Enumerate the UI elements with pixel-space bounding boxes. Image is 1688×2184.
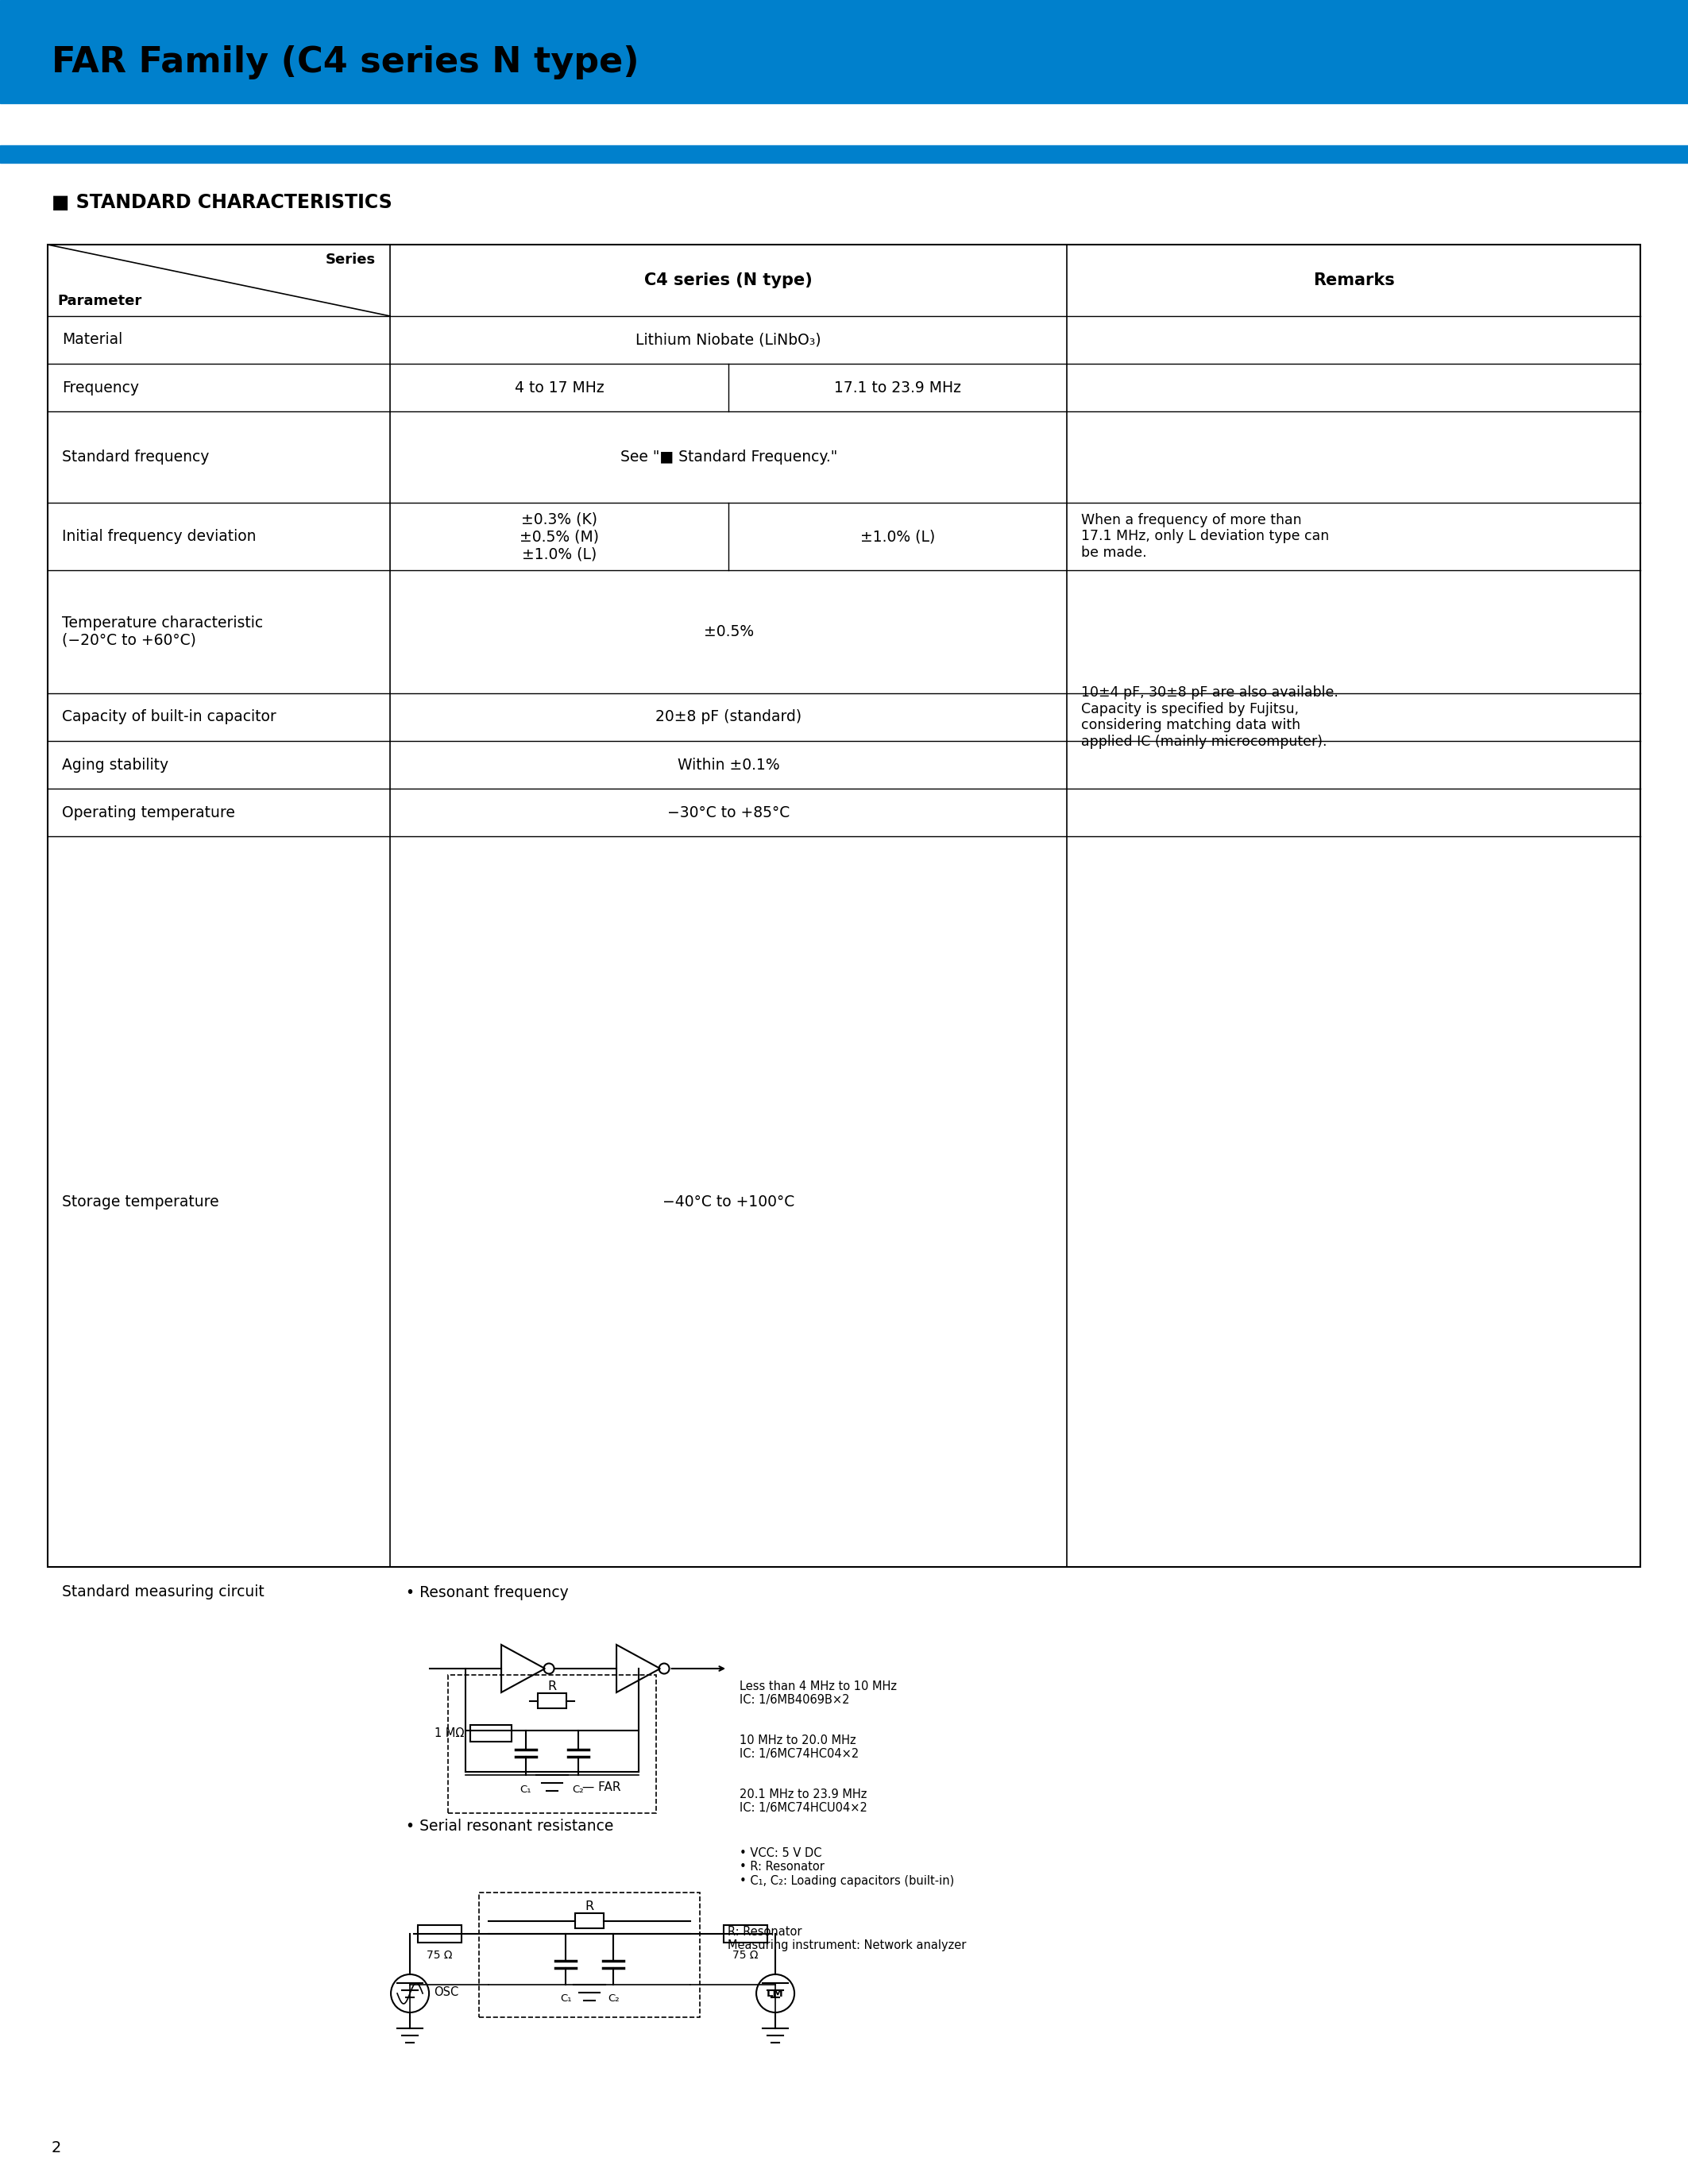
Text: 75 Ω: 75 Ω bbox=[427, 1950, 452, 1961]
Text: −40°C to +100°C: −40°C to +100°C bbox=[662, 1195, 795, 1210]
Text: 75 Ω: 75 Ω bbox=[733, 1950, 758, 1961]
Text: Aging stability: Aging stability bbox=[62, 758, 169, 773]
Text: −30°C to +85°C: −30°C to +85°C bbox=[667, 806, 790, 819]
Text: Operating temperature: Operating temperature bbox=[62, 806, 235, 819]
Text: 10±4 pF, 30±8 pF are also available.
Capacity is specified by Fujitsu,
consideri: 10±4 pF, 30±8 pF are also available. Cap… bbox=[1082, 686, 1339, 749]
Bar bbox=[0, 0, 1688, 103]
Text: • Resonant frequency: • Resonant frequency bbox=[407, 1586, 569, 1601]
Text: • Serial resonant resistance: • Serial resonant resistance bbox=[407, 1819, 614, 1835]
Text: 1 MΩ: 1 MΩ bbox=[434, 1728, 464, 1738]
Text: • VCC: 5 V DC
• R: Resonator
• C₁, C₂: Loading capacitors (built-in): • VCC: 5 V DC • R: Resonator • C₁, C₂: L… bbox=[739, 1848, 954, 1887]
Text: 2: 2 bbox=[52, 2140, 61, 2156]
Text: 17.1 to 23.9 MHz: 17.1 to 23.9 MHz bbox=[834, 380, 960, 395]
Text: Temperature characteristic
(−20°C to +60°C): Temperature characteristic (−20°C to +60… bbox=[62, 616, 263, 649]
Bar bbox=[471, 1725, 511, 1741]
Bar bbox=[576, 1913, 604, 1928]
Bar bbox=[447, 1675, 657, 1813]
Bar bbox=[724, 1924, 768, 1942]
Text: 20±8 pF (standard): 20±8 pF (standard) bbox=[655, 710, 802, 725]
Text: Lithium Niobate (LiNbO₃): Lithium Niobate (LiNbO₃) bbox=[636, 332, 822, 347]
Text: Initial frequency deviation: Initial frequency deviation bbox=[62, 529, 257, 544]
Bar bbox=[538, 1693, 565, 1708]
Bar bbox=[47, 245, 1641, 1566]
Text: Material: Material bbox=[62, 332, 123, 347]
Bar bbox=[0, 146, 1688, 164]
Text: When a frequency of more than
17.1 MHz, only L deviation type can
be made.: When a frequency of more than 17.1 MHz, … bbox=[1082, 513, 1330, 559]
Text: Series: Series bbox=[326, 253, 376, 266]
Text: Frequency: Frequency bbox=[62, 380, 138, 395]
Text: See "■ Standard Frequency.": See "■ Standard Frequency." bbox=[619, 450, 837, 465]
Text: ±0.3% (K)
±0.5% (M)
±1.0% (L): ±0.3% (K) ±0.5% (M) ±1.0% (L) bbox=[520, 511, 599, 561]
Text: — FAR: — FAR bbox=[582, 1780, 621, 1793]
Text: 10 MHz to 20.0 MHz
IC: 1/6MC74HC04×2: 10 MHz to 20.0 MHz IC: 1/6MC74HC04×2 bbox=[739, 1734, 859, 1760]
Bar bbox=[419, 1924, 461, 1942]
Text: C₁: C₁ bbox=[520, 1784, 532, 1795]
Text: C₁: C₁ bbox=[560, 1994, 572, 2003]
Text: 20.1 MHz to 23.9 MHz
IC: 1/6MC74HCU04×2: 20.1 MHz to 23.9 MHz IC: 1/6MC74HCU04×2 bbox=[739, 1789, 868, 1815]
Bar bbox=[479, 1894, 701, 2018]
Text: ±1.0% (L): ±1.0% (L) bbox=[861, 529, 935, 544]
Text: Within ±0.1%: Within ±0.1% bbox=[677, 758, 780, 773]
Text: ±0.5%: ±0.5% bbox=[704, 625, 753, 640]
Text: C4 series (N type): C4 series (N type) bbox=[645, 273, 812, 288]
Text: Standard frequency: Standard frequency bbox=[62, 450, 209, 465]
Text: ■ STANDARD CHARACTERISTICS: ■ STANDARD CHARACTERISTICS bbox=[52, 192, 392, 212]
Text: Remarks: Remarks bbox=[1313, 273, 1394, 288]
Text: FAR Family (C4 series N type): FAR Family (C4 series N type) bbox=[52, 46, 640, 79]
Text: R: R bbox=[547, 1679, 557, 1693]
Text: 4 to 17 MHz: 4 to 17 MHz bbox=[515, 380, 604, 395]
Text: C₂: C₂ bbox=[608, 1994, 619, 2003]
Text: Parameter: Parameter bbox=[57, 295, 142, 308]
Text: Standard measuring circuit: Standard measuring circuit bbox=[62, 1583, 265, 1599]
Text: R: R bbox=[586, 1900, 594, 1911]
Text: C₂: C₂ bbox=[572, 1784, 584, 1795]
Text: R: Resonator
Measuring instrument: Network analyzer: R: Resonator Measuring instrument: Netwo… bbox=[728, 1926, 966, 1952]
Text: Storage temperature: Storage temperature bbox=[62, 1195, 219, 1210]
Text: LM: LM bbox=[766, 1987, 783, 1998]
Text: Less than 4 MHz to 10 MHz
IC: 1/6MB4069B×2: Less than 4 MHz to 10 MHz IC: 1/6MB4069B… bbox=[739, 1679, 896, 1706]
Text: OSC: OSC bbox=[434, 1985, 459, 1998]
Text: Capacity of built-in capacitor: Capacity of built-in capacitor bbox=[62, 710, 277, 725]
